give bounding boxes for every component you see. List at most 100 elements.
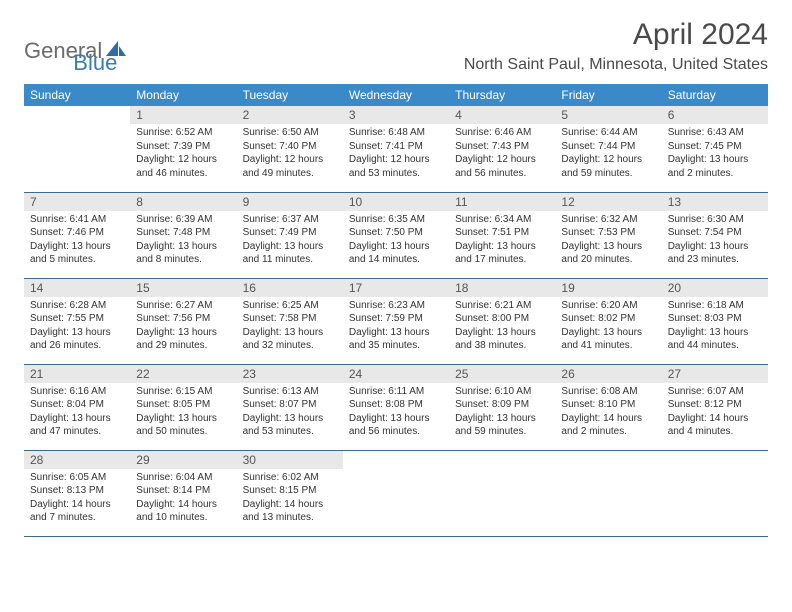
- calendar-day-cell: 3Sunrise: 6:48 AMSunset: 7:41 PMDaylight…: [343, 106, 449, 192]
- day-number: 20: [662, 279, 768, 297]
- day-details: Sunrise: 6:15 AMSunset: 8:05 PMDaylight:…: [130, 383, 236, 443]
- day-number: 17: [343, 279, 449, 297]
- sunset-text: Sunset: 7:55 PM: [30, 312, 124, 326]
- day-details: Sunrise: 6:04 AMSunset: 8:14 PMDaylight:…: [130, 469, 236, 529]
- day-number: 10: [343, 193, 449, 211]
- calendar-day-cell: 21Sunrise: 6:16 AMSunset: 8:04 PMDayligh…: [24, 364, 130, 450]
- brand-logo: General Blue: [24, 26, 117, 76]
- daylight-text: Daylight: 13 hours and 47 minutes.: [30, 412, 124, 439]
- calendar-day-cell: 6Sunrise: 6:43 AMSunset: 7:45 PMDaylight…: [662, 106, 768, 192]
- location-subtitle: North Saint Paul, Minnesota, United Stat…: [464, 56, 768, 74]
- day-details: Sunrise: 6:46 AMSunset: 7:43 PMDaylight:…: [449, 124, 555, 184]
- sunset-text: Sunset: 7:44 PM: [561, 140, 655, 154]
- day-details: Sunrise: 6:34 AMSunset: 7:51 PMDaylight:…: [449, 211, 555, 271]
- calendar-week-row: 28 Sunrise: 6:05 AMSunset: 8:13 PM Dayligh…: [24, 450, 768, 536]
- sunset-text: Sunset: 8:13 PM: [30, 484, 124, 498]
- weekday-header-row: Sunday Monday Tuesday Wednesday Thursday…: [24, 84, 768, 106]
- daylight-text: Daylight: 13 hours and 14 minutes.: [349, 240, 443, 267]
- calendar-day-cell: 10Sunrise: 6:35 AMSunset: 7:50 PMDayligh…: [343, 192, 449, 278]
- daylight-text: Daylight: 13 hours and 23 minutes.: [668, 240, 762, 267]
- brand-text-blue: Blue: [73, 50, 117, 76]
- sunrise-text: Sunrise: 6:20 AM: [561, 299, 655, 313]
- daylight-text: Daylight: 14 hours and 2 minutes.: [561, 412, 655, 439]
- sunset-text: Sunset: 8:14 PM: [136, 484, 230, 498]
- sunrise-text: Sunrise: 6:48 AM: [349, 126, 443, 140]
- day-number: 4: [449, 106, 555, 124]
- sunrise-text: Sunrise: 6:16 AM: [30, 385, 124, 399]
- day-number: 26: [555, 365, 661, 383]
- day-number: 25: [449, 365, 555, 383]
- calendar-day-cell: 2Sunrise: 6:50 AMSunset: 7:40 PMDaylight…: [237, 106, 343, 192]
- sunrise-text: Sunrise: 6:35 AM: [349, 213, 443, 227]
- day-details: Sunrise: 6:08 AMSunset: 8:10 PMDaylight:…: [555, 383, 661, 443]
- sunset-text: Sunset: 8:04 PM: [30, 398, 124, 412]
- day-details: Sunrise: 6:21 AMSunset: 8:00 PMDaylight:…: [449, 297, 555, 357]
- sunset-text: Sunset: 8:02 PM: [561, 312, 655, 326]
- day-details: Sunrise: 6:02 AMSunset: 8:15 PMDaylight:…: [237, 469, 343, 529]
- day-details: Sunrise: 6:16 AMSunset: 8:04 PMDaylight:…: [24, 383, 130, 443]
- sunrise-text: Sunrise: 6:05 AM: [30, 471, 124, 485]
- sunset-text: Sunset: 7:51 PM: [455, 226, 549, 240]
- sunrise-text: Sunrise: 6:11 AM: [349, 385, 443, 399]
- day-number: 6: [662, 106, 768, 124]
- daylight-text: Daylight: 13 hours and 20 minutes.: [561, 240, 655, 267]
- daylight-text: Daylight: 12 hours and 49 minutes.: [243, 153, 337, 180]
- day-details: Sunrise: 6:50 AMSunset: 7:40 PMDaylight:…: [237, 124, 343, 184]
- daylight-text: Daylight: 12 hours and 53 minutes.: [349, 153, 443, 180]
- daylight-text: Daylight: 14 hours and 13 minutes.: [243, 498, 337, 525]
- sunrise-text: Sunrise: 6:37 AM: [243, 213, 337, 227]
- sunrise-text: Sunrise: 6:27 AM: [136, 299, 230, 313]
- sunrise-text: Sunrise: 6:23 AM: [349, 299, 443, 313]
- day-number: 28: [24, 451, 130, 469]
- sunrise-text: Sunrise: 6:18 AM: [668, 299, 762, 313]
- day-details: Sunrise: 6:30 AMSunset: 7:54 PMDaylight:…: [662, 211, 768, 271]
- daylight-text: Daylight: 13 hours and 8 minutes.: [136, 240, 230, 267]
- daylight-text: Daylight: 13 hours and 56 minutes.: [349, 412, 443, 439]
- daylight-text: Daylight: 13 hours and 2 minutes.: [668, 153, 762, 180]
- daylight-text: Daylight: 13 hours and 59 minutes.: [455, 412, 549, 439]
- day-number: 9: [237, 193, 343, 211]
- weekday-header: Wednesday: [343, 84, 449, 106]
- calendar-week-row: 7Sunrise: 6:41 AMSunset: 7:46 PMDaylight…: [24, 192, 768, 278]
- sunset-text: Sunset: 7:49 PM: [243, 226, 337, 240]
- sunset-text: Sunset: 7:59 PM: [349, 312, 443, 326]
- calendar-day-cell: 12Sunrise: 6:32 AMSunset: 7:53 PMDayligh…: [555, 192, 661, 278]
- day-details: Sunrise: 6:44 AMSunset: 7:44 PMDaylight:…: [555, 124, 661, 184]
- daylight-text: Daylight: 13 hours and 44 minutes.: [668, 326, 762, 353]
- calendar-week-row: 21Sunrise: 6:16 AMSunset: 8:04 PMDayligh…: [24, 364, 768, 450]
- calendar-day-cell: 9Sunrise: 6:37 AMSunset: 7:49 PMDaylight…: [237, 192, 343, 278]
- calendar-day-cell: 15Sunrise: 6:27 AMSunset: 7:56 PMDayligh…: [130, 278, 236, 364]
- calendar-day-cell: 26Sunrise: 6:08 AMSunset: 8:10 PMDayligh…: [555, 364, 661, 450]
- day-details: Sunrise: 6:32 AMSunset: 7:53 PMDaylight:…: [555, 211, 661, 271]
- daylight-text: Daylight: 13 hours and 17 minutes.: [455, 240, 549, 267]
- calendar-day-cell: 22Sunrise: 6:15 AMSunset: 8:05 PMDayligh…: [130, 364, 236, 450]
- day-details: Sunrise: 6:18 AMSunset: 8:03 PMDaylight:…: [662, 297, 768, 357]
- calendar-day-cell: 28Sunrise: 6:05 AMSunset: 8:13 PMDayligh…: [24, 450, 130, 536]
- sunset-text: Sunset: 7:46 PM: [30, 226, 124, 240]
- sunrise-text: Sunrise: 6:30 AM: [668, 213, 762, 227]
- sunrise-text: Sunrise: 6:39 AM: [136, 213, 230, 227]
- day-details: Sunrise: 6:23 AMSunset: 7:59 PMDaylight:…: [343, 297, 449, 357]
- day-details: Sunrise: 6:48 AMSunset: 7:41 PMDaylight:…: [343, 124, 449, 184]
- day-details: Sunrise: 6:35 AMSunset: 7:50 PMDaylight:…: [343, 211, 449, 271]
- day-details: Sunrise: 6:39 AMSunset: 7:48 PMDaylight:…: [130, 211, 236, 271]
- sunset-text: Sunset: 7:56 PM: [136, 312, 230, 326]
- calendar-day-cell: 8Sunrise: 6:39 AMSunset: 7:48 PMDaylight…: [130, 192, 236, 278]
- calendar-day-cell: 20Sunrise: 6:18 AMSunset: 8:03 PMDayligh…: [662, 278, 768, 364]
- daylight-text: Daylight: 14 hours and 4 minutes.: [668, 412, 762, 439]
- sunset-text: Sunset: 7:39 PM: [136, 140, 230, 154]
- day-details: Sunrise: 6:52 AMSunset: 7:39 PMDaylight:…: [130, 124, 236, 184]
- calendar-day-cell: 25Sunrise: 6:10 AMSunset: 8:09 PMDayligh…: [449, 364, 555, 450]
- day-number: 21: [24, 365, 130, 383]
- calendar-day-cell: [24, 106, 130, 192]
- daylight-text: Daylight: 13 hours and 5 minutes.: [30, 240, 124, 267]
- sunrise-text: Sunrise: 6:32 AM: [561, 213, 655, 227]
- calendar-day-cell: 13Sunrise: 6:30 AMSunset: 7:54 PMDayligh…: [662, 192, 768, 278]
- sunset-text: Sunset: 8:09 PM: [455, 398, 549, 412]
- sunrise-text: Sunrise: 6:25 AM: [243, 299, 337, 313]
- day-number: 30: [237, 451, 343, 469]
- sunset-text: Sunset: 8:05 PM: [136, 398, 230, 412]
- calendar-day-cell: [662, 450, 768, 536]
- day-number: 13: [662, 193, 768, 211]
- sunrise-text: Sunrise: 6:43 AM: [668, 126, 762, 140]
